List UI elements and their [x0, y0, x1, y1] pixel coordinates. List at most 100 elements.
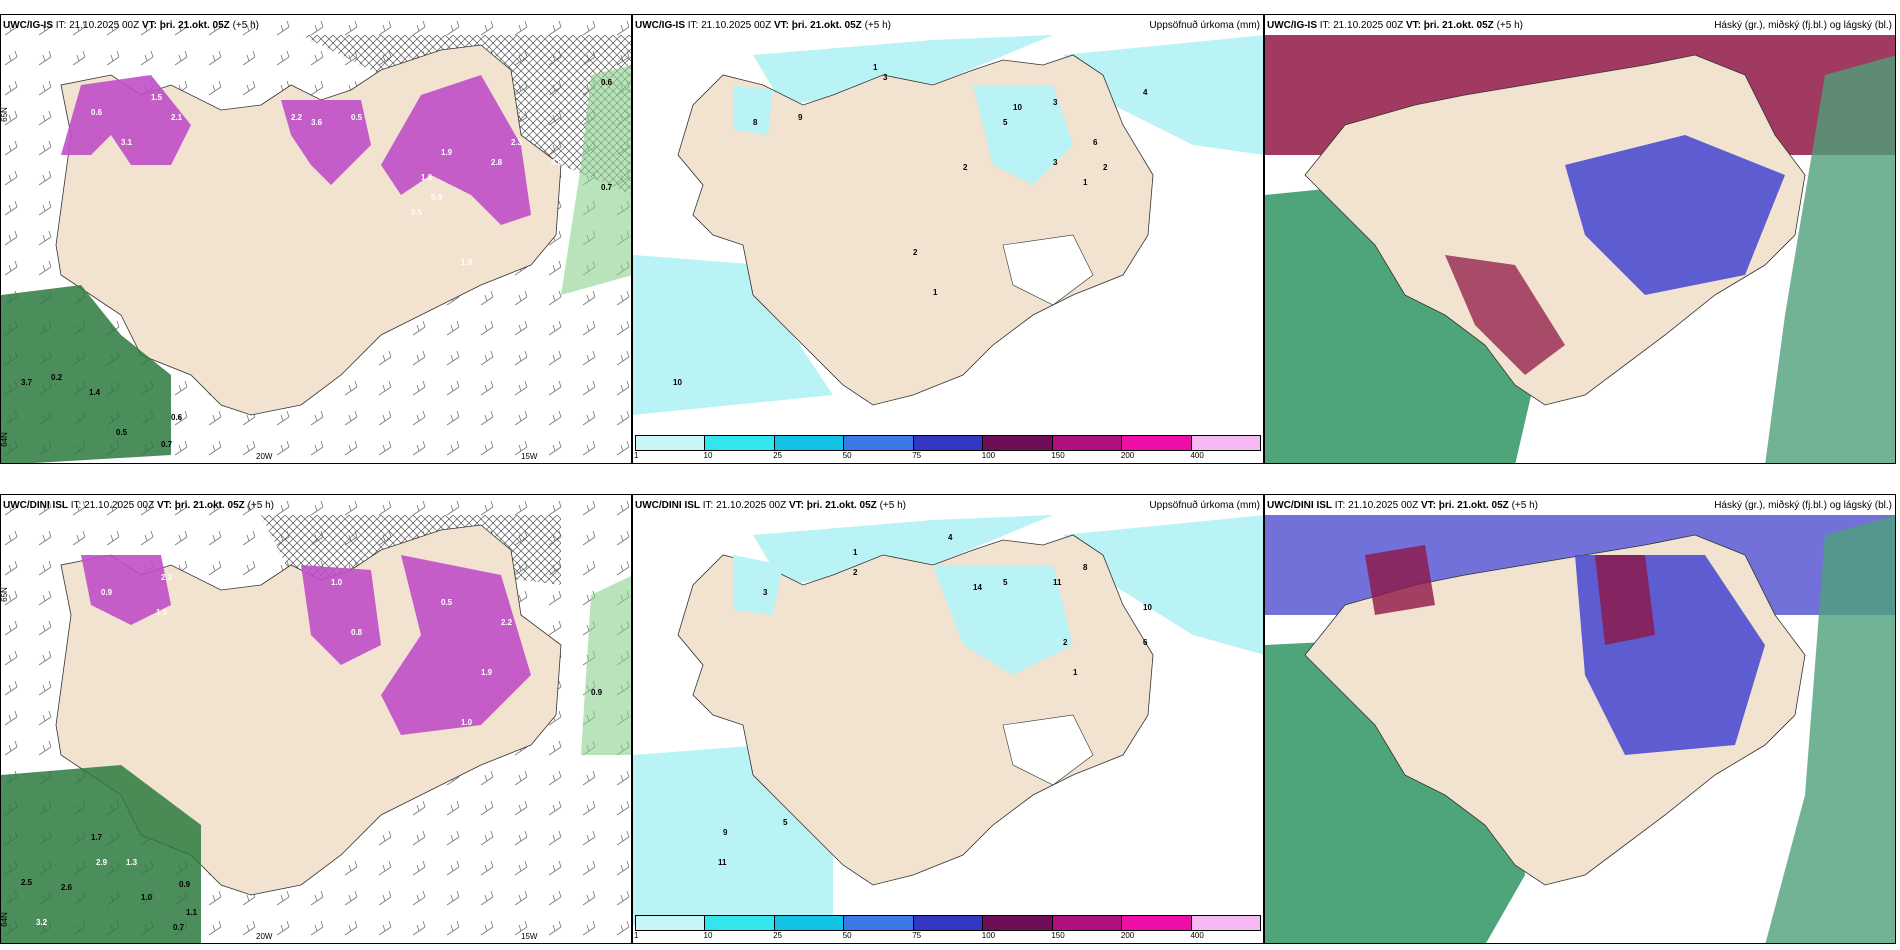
colorbar-tick: 200: [1120, 451, 1135, 460]
snow-area-northwest: [61, 75, 191, 165]
colorbar-swatch: [1191, 436, 1260, 450]
colorbar-tick: 50: [842, 931, 852, 940]
model-name: UWC/DINI ISL: [1267, 500, 1332, 511]
colorbar-tick: 75: [912, 931, 922, 940]
colorbar-swatches: [635, 915, 1261, 931]
label: 1.4: [89, 388, 101, 397]
rain-area-southwest: [1, 285, 171, 463]
colorbar-tick: 1: [634, 931, 639, 940]
valid-time: þri. 21.okt. 05Z: [1423, 20, 1494, 31]
colorbar-tick: 400: [1190, 451, 1204, 460]
lon-label: 15W: [521, 452, 538, 461]
label: 2: [853, 568, 858, 577]
low-cloud-northwest: [1365, 545, 1435, 615]
label: 14: [973, 583, 982, 592]
panel-clouds-igis: UWC/IG-IS IT: 21.10.2025 00Z VT: þri. 21…: [1264, 14, 1896, 464]
label: 3: [1053, 158, 1058, 167]
label: 5: [1003, 578, 1008, 587]
panel-precip-type-dini: 2.3 1.5 0.9 1.0 2.2 0.5 1.9 0.8 1.0 0.9 …: [0, 494, 632, 944]
map-accum-precip: 1 3 10 9 8 2 5 3 6 4 1 2 10 3 2 1: [633, 15, 1263, 463]
model-name: UWC/IG-IS: [3, 20, 53, 31]
glacier-vatnajokull: [1002, 714, 1094, 786]
label: 8: [753, 118, 758, 127]
it-label: IT:: [55, 20, 67, 31]
row-ig-is: 1.5 2.1 3.6 2.2 3.1 0.6 0.5 1.9 4.0 2.8 …: [0, 14, 1900, 464]
low-cloud-south: [1445, 255, 1565, 375]
label: 0.7: [161, 440, 173, 449]
label: 11: [718, 858, 727, 867]
mid-cloud-interior: [1565, 135, 1785, 295]
label: 3.1: [121, 138, 133, 147]
label: 1.1: [186, 908, 198, 917]
colorbar-tick: 25: [773, 451, 783, 460]
panel-header: UWC/IG-IS IT: 21.10.2025 00Z VT: þri. 21…: [635, 20, 891, 31]
label: 2.2: [291, 113, 303, 122]
snow-area-north: [281, 100, 371, 185]
label: 1: [1073, 668, 1078, 677]
colorbar-swatch: [844, 436, 914, 450]
snow-area-north: [301, 565, 381, 665]
init-time: 21.10.2025 00Z: [69, 20, 140, 31]
label: 9: [723, 828, 728, 837]
precip-patch-westfjords: [733, 555, 783, 615]
init-time: 21.10.2025 00Z: [701, 20, 772, 31]
colorbar-swatch: [1191, 916, 1260, 930]
label: 0.9: [431, 193, 443, 202]
label: 2.3: [161, 573, 173, 582]
vt-label: VT:: [1420, 500, 1436, 511]
panel-header: UWC/DINI ISL IT: 21.10.2025 00Z VT: þri.…: [635, 500, 906, 511]
lon-label: 20W: [256, 452, 273, 461]
lat-label: 65N: [0, 107, 9, 122]
model-name: UWC/IG-IS: [1267, 20, 1317, 31]
colorbar-swatch: [636, 916, 706, 930]
label: 2.8: [491, 158, 503, 167]
colorbar-swatch: [1122, 436, 1192, 450]
valid-time: þri. 21.okt. 05Z: [174, 500, 245, 511]
valid-time: þri. 21.okt. 05Z: [791, 20, 862, 31]
label: 10: [1143, 603, 1152, 612]
label: 1.7: [91, 833, 103, 842]
label: 3.2: [36, 918, 48, 927]
glacier-vatnajokull: [1002, 234, 1094, 306]
label: 1: [933, 288, 938, 297]
label: 0.5: [116, 428, 128, 437]
lead-time: (+5 h): [1511, 500, 1538, 511]
panel-clouds-dini: UWC/DINI ISL IT: 21.10.2025 00Z VT: þri.…: [1264, 494, 1896, 944]
precip-band-northeast: [1063, 515, 1263, 655]
lead-time: (+5 h): [879, 500, 906, 511]
map-accum-precip: 4 1 2 3 14 5 11 8 10 6 2 1 9 11 5: [633, 495, 1263, 943]
snow-area-northwest: [81, 555, 171, 625]
panel-title: Háský (gr.), miðský (fj.bl.) og lágský (…: [1714, 20, 1892, 31]
snow-area-northeast: [381, 75, 531, 225]
label: 0.2: [51, 373, 63, 382]
valid-time: þri. 21.okt. 05Z: [1438, 500, 1509, 511]
colorbar-swatch: [636, 436, 706, 450]
precip-band-northeast: [1063, 35, 1263, 155]
precip-band-north: [753, 35, 1053, 105]
label: 1: [1083, 178, 1088, 187]
label: 1.6: [421, 173, 433, 182]
colorbar-tick: 10: [703, 451, 713, 460]
panel-title: Uppsöfnuð úrkoma (mm): [1149, 20, 1260, 31]
low-cloud-north: [1595, 555, 1655, 645]
colorbar-swatch: [1122, 916, 1192, 930]
label: 0.8: [351, 628, 363, 637]
vt-label: VT:: [141, 20, 157, 31]
colorbar: 1 10 25 50 75 100 150 200 400: [634, 915, 1261, 941]
vt-label: VT:: [156, 500, 172, 511]
label: 0.9: [591, 688, 603, 697]
precip-labels: 2.3 1.5 0.9 1.0 2.2 0.5 1.9 0.8 1.0 0.9 …: [21, 573, 603, 932]
row-dini-isl: 2.3 1.5 0.9 1.0 2.2 0.5 1.9 0.8 1.0 0.9 …: [0, 494, 1900, 944]
panel-accum-precip-dini: 4 1 2 3 14 5 11 8 10 6 2 1 9 11 5 UWC/DI…: [632, 494, 1264, 944]
label: 11: [1053, 578, 1062, 587]
colorbar-swatch: [774, 436, 845, 450]
lat-label: 64N: [0, 912, 9, 927]
colorbar-tick: 200: [1120, 931, 1135, 940]
init-time: 21.10.2025 00Z: [1333, 20, 1404, 31]
panel-header: UWC/DINI ISL IT: 21.10.2025 00Z VT: þri.…: [1267, 500, 1538, 511]
colorbar-ticks: 1 10 25 50 75 100 150 200 400: [634, 931, 1261, 941]
lat-label: 65N: [0, 587, 9, 602]
label: 3: [763, 588, 768, 597]
colorbar-swatch: [705, 436, 775, 450]
lon-label: 20W: [256, 932, 273, 941]
